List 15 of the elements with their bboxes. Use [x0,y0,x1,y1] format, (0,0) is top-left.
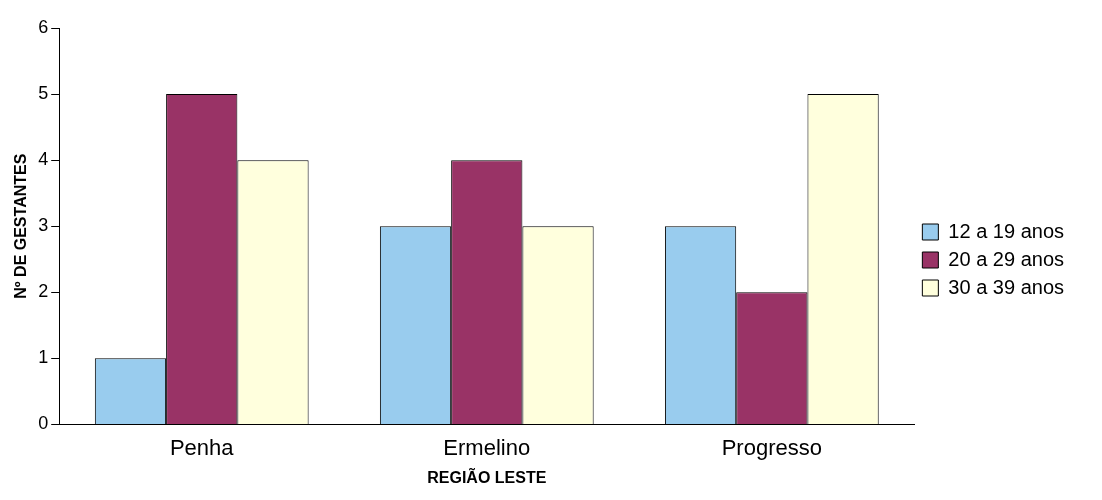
legend-label: 30 a 39 anos [948,275,1064,298]
legend-label: 20 a 29 anos [948,247,1064,270]
x-tick-label: Penha [169,434,235,460]
y-tick-label: 5 [38,83,49,104]
y-tick-label: 4 [38,149,49,170]
x-axis-title: REGIÃO LESTE [427,466,547,486]
y-tick-label: 2 [38,281,49,302]
legend-label: 12 a 19 anos [948,219,1064,242]
y-tick-label: 0 [38,413,49,434]
y-tick-label: 6 [38,16,49,37]
y-tick-label: 1 [38,347,49,368]
x-tick-label: Progresso [721,434,822,460]
y-tick-label: 3 [38,215,49,236]
x-tick-label: Ermelino [443,434,531,460]
y-axis-title: Nº DE GESTANTES [12,153,30,299]
